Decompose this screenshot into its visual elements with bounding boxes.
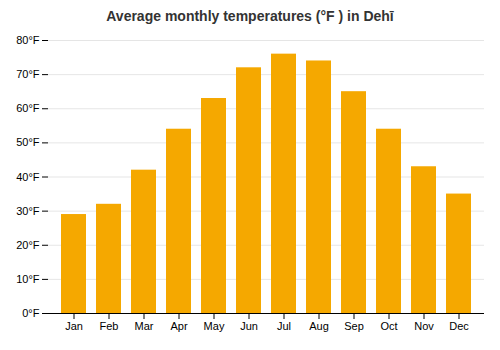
svg-text:Apr: Apr	[170, 320, 187, 332]
svg-text:Mar: Mar	[135, 320, 154, 332]
svg-text:May: May	[204, 320, 225, 332]
svg-text:Jun: Jun	[240, 320, 258, 332]
svg-text:40°F: 40°F	[16, 171, 40, 183]
svg-text:30°F: 30°F	[16, 205, 40, 217]
svg-text:Oct: Oct	[380, 320, 397, 332]
svg-text:70°F: 70°F	[16, 68, 40, 80]
svg-text:0°F: 0°F	[22, 307, 40, 319]
svg-text:50°F: 50°F	[16, 136, 40, 148]
svg-text:Nov: Nov	[414, 320, 434, 332]
svg-text:10°F: 10°F	[16, 273, 40, 285]
html-text:Average monthly temperatures (: Average monthly temperatures (°F ) in De…	[106, 8, 394, 24]
svg-text:Sep: Sep	[344, 320, 364, 332]
svg-text:Jan: Jan	[65, 320, 83, 332]
svg-text:Aug: Aug	[309, 320, 329, 332]
svg-text:80°F: 80°F	[16, 34, 40, 46]
svg-text:Feb: Feb	[100, 320, 119, 332]
svg-text:20°F: 20°F	[16, 239, 40, 251]
svg-text:60°F: 60°F	[16, 102, 40, 114]
svg-text:Jul: Jul	[277, 320, 291, 332]
svg-text:Dec: Dec	[449, 320, 469, 332]
